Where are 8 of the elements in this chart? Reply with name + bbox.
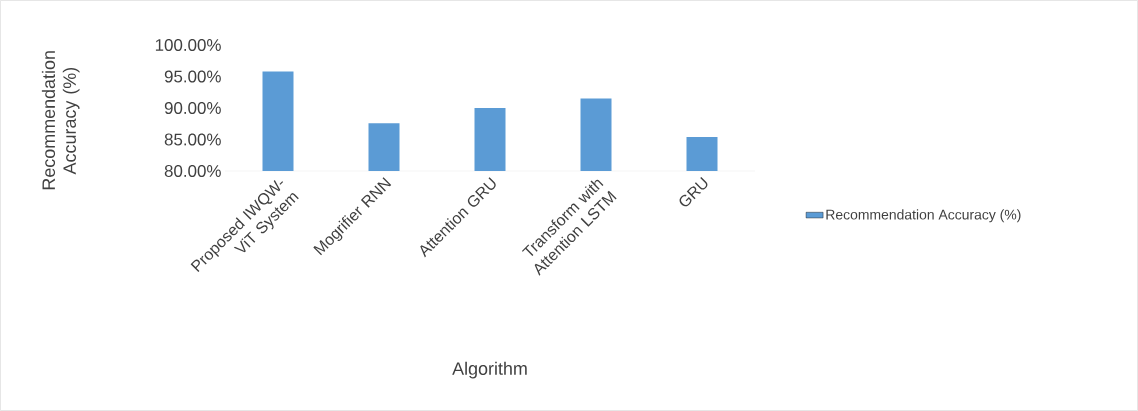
y-tick-label: 95.00% <box>164 70 221 83</box>
y-tick-label: 80.00% <box>164 165 221 178</box>
y-tick-label: 85.00% <box>164 133 221 146</box>
y-tick-label: 90.00% <box>164 102 221 115</box>
y-tick-label: 100.00% <box>155 39 221 52</box>
legend-label: Recommendation Accuracy (%) <box>826 209 1021 223</box>
x-axis-title: Algorithm <box>452 361 527 379</box>
y-axis-title: Recommendation Accuracy (%) <box>41 51 80 190</box>
